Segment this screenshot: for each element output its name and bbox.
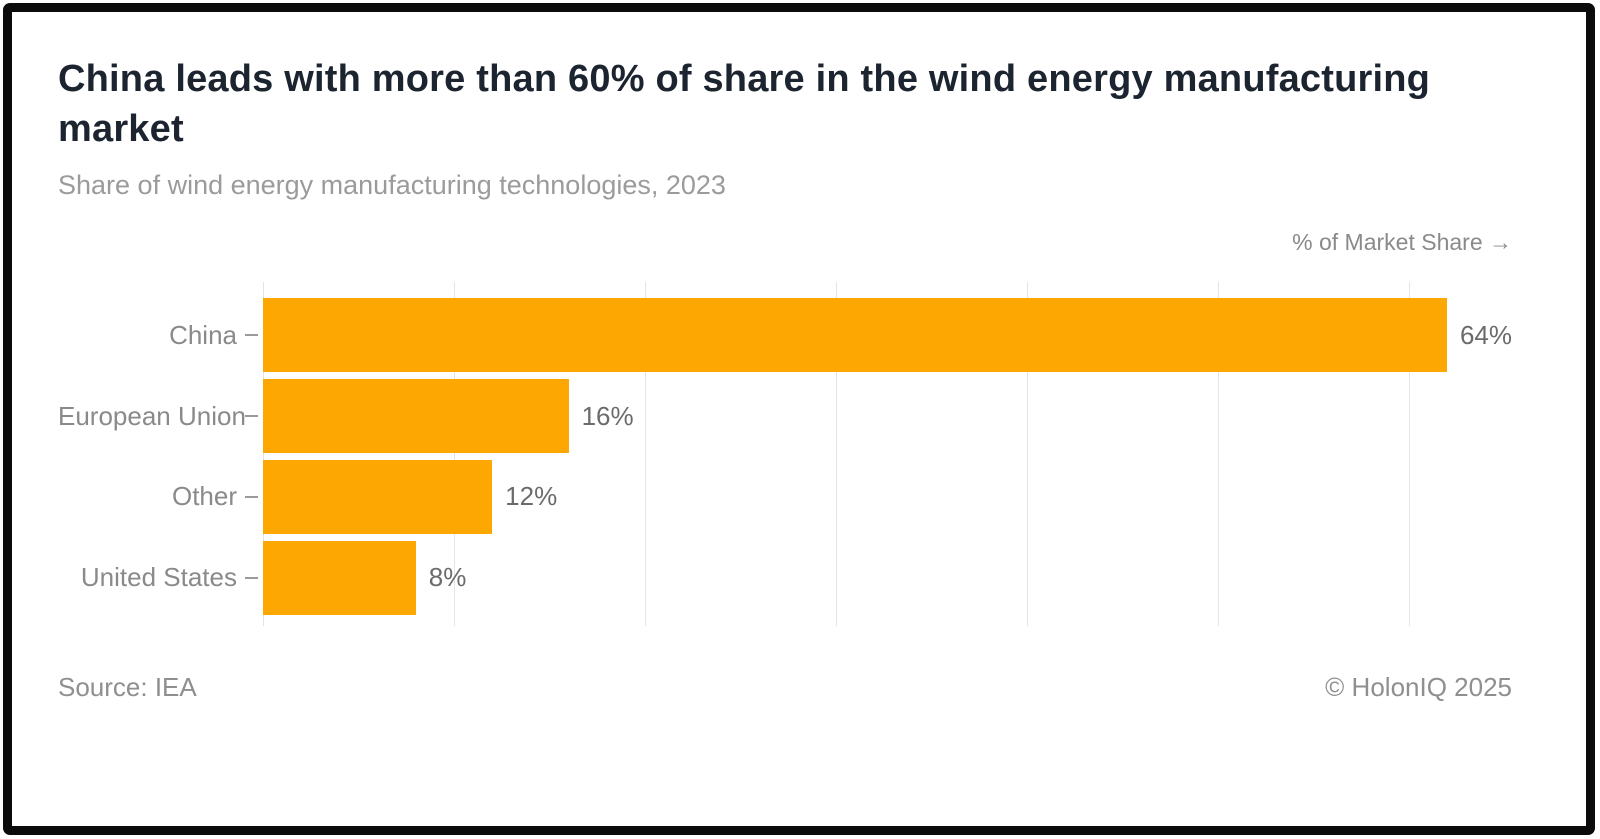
bar-united-states (263, 540, 416, 615)
gridline-0 (263, 282, 264, 626)
card-content: China leads with more than 60% of share … (12, 12, 1586, 703)
category-label: Other (58, 481, 263, 512)
gridline-40 (1026, 282, 1028, 626)
chart-subtitle: Share of wind energy manufacturing techn… (58, 170, 726, 200)
bar-row: United States 8% (58, 537, 1512, 618)
chart-card: China leads with more than 60% of share … (3, 3, 1595, 835)
gridline-10 (453, 282, 455, 626)
axis-tick (245, 495, 258, 498)
value-label: 16% (581, 400, 634, 431)
gridline-60 (1408, 282, 1410, 626)
bar-track: 8% (263, 537, 1512, 618)
bar-other (263, 459, 493, 534)
bar-track: 64% (263, 295, 1512, 376)
bar-track: 16% (263, 376, 1512, 457)
page-title: China leads with more than 60% of share … (58, 58, 1431, 150)
copyright-note: © HolonIQ 2025 (1325, 672, 1512, 702)
bar-rows: China 64% European Union 16% Other 12% United … (58, 282, 1512, 626)
axis-tick (245, 576, 258, 579)
gridline-30 (835, 282, 837, 626)
axis-tick (245, 334, 258, 337)
value-label: 8% (428, 562, 467, 593)
bar-track: 12% (263, 457, 1512, 538)
bar-china (263, 298, 1447, 373)
gridline-20 (644, 282, 646, 626)
bar-row: European Union 16% (58, 376, 1512, 457)
category-label: China (58, 320, 263, 351)
value-label: 12% (505, 481, 558, 512)
bar-chart: China 64% European Union 16% Other 12% United … (58, 282, 1512, 626)
bar-row: China 64% (58, 295, 1512, 376)
x-axis-label: % of Market Share → (1292, 229, 1512, 255)
source-note: Source: IEA (58, 672, 197, 702)
gridlines (263, 282, 1512, 626)
category-label: United States (58, 562, 263, 593)
value-label: 64% (1459, 319, 1512, 350)
gridline-50 (1217, 282, 1219, 626)
category-label: European Union (58, 401, 263, 432)
axis-tick (245, 415, 258, 418)
chart-footer: Source: IEA © HolonIQ 2025 (58, 672, 1512, 703)
bar-european-union (263, 379, 569, 454)
bar-row: Other 12% (58, 457, 1512, 538)
